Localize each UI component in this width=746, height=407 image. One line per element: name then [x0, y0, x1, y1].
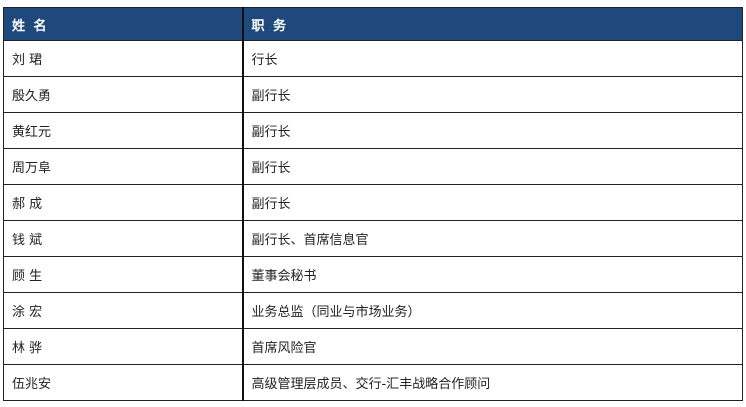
table-row: 伍兆安 高级管理层成员、交行-汇丰战略合作顾问 [3, 364, 743, 401]
table-row: 顾 生董事会秘书 [3, 256, 743, 293]
table-row: 刘 珺行长 [3, 40, 743, 77]
table-row: 郝 成副行长 [3, 184, 743, 221]
header-name: 姓 名 [3, 7, 244, 41]
cell-name: 刘 珺 [3, 40, 244, 77]
table-row: 黄红元 副行长 [3, 112, 743, 149]
table-row: 周万阜 副行长 [3, 148, 743, 185]
table-row: 钱 斌副行长、首席信息官 [3, 220, 743, 257]
cell-position: 董事会秘书 [242, 256, 743, 293]
cell-position: 副行长、首席信息官 [242, 220, 743, 257]
cell-position: 首席风险官 [242, 328, 743, 365]
table-row: 涂 宏业务总监（同业与市场业务） [3, 292, 743, 329]
executive-table: 姓 名 职 务 刘 珺行长 殷久勇 副行长 黄红元 副行长 周万阜 副行长郝 成副行长钱 斌… [3, 7, 743, 401]
table-header-row: 姓 名 职 务 [3, 7, 743, 41]
cell-name: 郝 成 [3, 184, 244, 221]
header-position: 职 务 [242, 7, 743, 41]
cell-name: 钱 斌 [3, 220, 244, 257]
cell-position: 业务总监（同业与市场业务） [242, 292, 743, 329]
cell-name: 伍兆安 [3, 364, 244, 401]
cell-position: 行长 [242, 40, 743, 77]
cell-position: 副行长 [242, 184, 743, 221]
cell-position: 副行长 [242, 148, 743, 185]
cell-name: 殷久勇 [3, 76, 244, 113]
cell-position: 高级管理层成员、交行-汇丰战略合作顾问 [242, 364, 743, 401]
cell-name: 林 骅 [3, 328, 244, 365]
table-row: 林 骅首席风险官 [3, 328, 743, 365]
cell-name: 周万阜 [3, 148, 244, 185]
cell-name: 顾 生 [3, 256, 244, 293]
cell-name: 涂 宏 [3, 292, 244, 329]
cell-position: 副行长 [242, 76, 743, 113]
cell-name: 黄红元 [3, 112, 244, 149]
table-row: 殷久勇 副行长 [3, 76, 743, 113]
cell-position: 副行长 [242, 112, 743, 149]
